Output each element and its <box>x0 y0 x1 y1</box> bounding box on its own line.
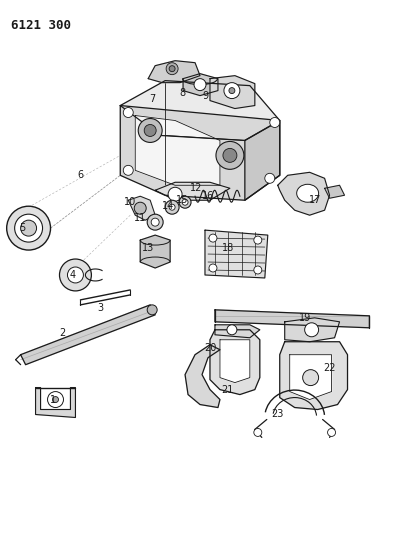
Text: 14: 14 <box>162 201 174 211</box>
Circle shape <box>166 63 178 75</box>
Text: 23: 23 <box>272 409 284 419</box>
Text: 17: 17 <box>309 195 322 205</box>
Polygon shape <box>120 80 280 140</box>
Text: 13: 13 <box>142 243 154 253</box>
Polygon shape <box>120 106 280 200</box>
Circle shape <box>303 370 319 385</box>
Circle shape <box>169 204 175 210</box>
Circle shape <box>216 141 244 169</box>
Circle shape <box>227 325 237 335</box>
Polygon shape <box>210 76 255 109</box>
Circle shape <box>179 196 191 208</box>
Polygon shape <box>215 325 260 338</box>
Polygon shape <box>183 74 218 95</box>
Polygon shape <box>205 230 268 278</box>
Text: 2: 2 <box>59 328 66 338</box>
Circle shape <box>147 214 163 230</box>
Circle shape <box>224 83 240 99</box>
Circle shape <box>168 187 182 201</box>
Circle shape <box>123 165 133 175</box>
Circle shape <box>328 429 335 437</box>
Ellipse shape <box>297 184 319 202</box>
Text: 12: 12 <box>190 183 202 193</box>
Circle shape <box>305 323 319 337</box>
Circle shape <box>194 79 206 91</box>
Text: 19: 19 <box>299 313 311 323</box>
Circle shape <box>138 118 162 142</box>
Text: 9: 9 <box>202 91 208 101</box>
Polygon shape <box>285 318 339 342</box>
Polygon shape <box>35 387 75 417</box>
Polygon shape <box>245 120 280 200</box>
Circle shape <box>21 220 37 236</box>
Polygon shape <box>278 172 330 215</box>
Polygon shape <box>140 235 170 268</box>
Circle shape <box>151 218 159 226</box>
Text: 15: 15 <box>176 195 188 205</box>
Polygon shape <box>21 305 155 365</box>
Circle shape <box>134 202 146 214</box>
Text: 11: 11 <box>134 213 146 223</box>
Text: 7: 7 <box>149 94 155 103</box>
Polygon shape <box>135 116 220 185</box>
Circle shape <box>144 125 156 136</box>
Text: 5: 5 <box>20 223 26 233</box>
Text: 16: 16 <box>202 191 214 201</box>
Circle shape <box>60 259 91 291</box>
Text: 10: 10 <box>124 197 136 207</box>
Polygon shape <box>215 310 369 328</box>
Text: 6121 300: 6121 300 <box>11 19 71 32</box>
Circle shape <box>229 87 235 94</box>
Circle shape <box>209 234 217 242</box>
Circle shape <box>169 66 175 71</box>
Polygon shape <box>210 330 260 394</box>
Circle shape <box>270 117 280 127</box>
Circle shape <box>223 148 237 163</box>
Polygon shape <box>155 182 230 200</box>
Circle shape <box>67 267 83 283</box>
Circle shape <box>53 397 58 402</box>
Circle shape <box>182 199 188 205</box>
Circle shape <box>48 392 64 408</box>
Circle shape <box>147 305 157 315</box>
Text: 22: 22 <box>323 362 336 373</box>
Polygon shape <box>280 342 348 409</box>
Text: 21: 21 <box>222 385 234 394</box>
Polygon shape <box>128 196 155 220</box>
Circle shape <box>254 429 262 437</box>
Text: 8: 8 <box>179 87 185 98</box>
Polygon shape <box>220 340 250 383</box>
Circle shape <box>209 264 217 272</box>
Circle shape <box>254 266 262 274</box>
Polygon shape <box>185 345 220 408</box>
Polygon shape <box>325 185 344 198</box>
Text: 1: 1 <box>49 394 55 405</box>
Circle shape <box>7 206 51 250</box>
Circle shape <box>265 173 275 183</box>
Text: 18: 18 <box>222 243 234 253</box>
Circle shape <box>123 108 133 117</box>
Circle shape <box>254 236 262 244</box>
Text: 3: 3 <box>97 303 103 313</box>
Circle shape <box>15 214 42 242</box>
Text: 4: 4 <box>69 270 75 280</box>
Circle shape <box>165 200 179 214</box>
Text: 6: 6 <box>78 171 84 180</box>
Polygon shape <box>148 61 200 83</box>
Text: 20: 20 <box>204 343 216 353</box>
Polygon shape <box>290 354 332 400</box>
